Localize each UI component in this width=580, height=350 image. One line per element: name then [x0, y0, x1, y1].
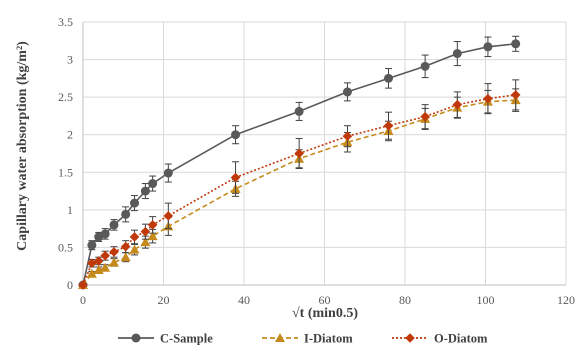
y-tick-label: 3.5 — [58, 15, 73, 29]
legend-entry: O-Diatom — [392, 332, 488, 346]
legend-entry: C-Sample — [118, 332, 213, 346]
data-point — [93, 264, 104, 274]
data-point — [483, 42, 493, 52]
x-axis-title: √t (min0.5) — [292, 306, 358, 321]
y-tick-labels: 0 0.5 1 1.5 2 2.5 3 3.5 — [58, 15, 73, 292]
data-point — [121, 209, 131, 219]
data-point — [342, 131, 353, 142]
data-point — [131, 333, 141, 343]
data-point — [230, 172, 241, 183]
data-point — [86, 268, 97, 278]
x-tick-label: 80 — [399, 293, 411, 307]
y-tick-label: 1.5 — [58, 165, 73, 179]
data-point — [109, 220, 119, 230]
x-tick-labels: 0 20 40 60 80 100 120 — [80, 293, 575, 307]
data-point — [100, 229, 110, 239]
data-point — [87, 240, 97, 250]
legend: C-Sample I-Diatom O-Diatom — [118, 332, 488, 346]
data-point — [452, 99, 463, 110]
data-point — [420, 111, 430, 122]
data-point — [109, 247, 119, 257]
data-point — [140, 186, 150, 196]
x-tick-label: 40 — [238, 293, 250, 307]
legend-label: O-Diatom — [434, 332, 488, 346]
data-point — [100, 250, 110, 261]
y-tick-label: 2 — [67, 128, 73, 142]
x-tick-label: 100 — [477, 293, 495, 307]
data-point — [511, 39, 521, 49]
data-point — [231, 130, 241, 140]
data-point — [510, 90, 521, 100]
data-point — [163, 211, 174, 221]
plot-area — [78, 35, 521, 290]
data-point — [383, 73, 393, 83]
data-point — [130, 198, 140, 208]
x-tick-label: 0 — [80, 293, 86, 307]
data-point — [129, 232, 140, 242]
y-axis-title: Capillary water absorption (kg/m²) — [15, 41, 30, 251]
legend-entry: I-Diatom — [262, 332, 353, 346]
y-tick-label: 0.5 — [58, 240, 73, 254]
y-tick-label: 2.5 — [58, 90, 73, 104]
y-tick-label: 0 — [67, 278, 73, 292]
data-point — [108, 257, 119, 267]
data-point — [147, 231, 158, 241]
series-o-diatom — [78, 79, 521, 290]
data-point — [420, 61, 430, 71]
data-point — [452, 49, 462, 59]
data-point — [140, 237, 151, 247]
data-point — [93, 256, 104, 266]
data-point — [275, 333, 285, 342]
axes — [82, 22, 566, 286]
y-tick-label: 3 — [67, 53, 73, 67]
x-tick-label: 120 — [557, 293, 575, 307]
data-point — [78, 280, 88, 290]
data-point — [129, 244, 140, 254]
data-point — [294, 106, 304, 116]
y-tick-label: 1 — [67, 203, 73, 217]
data-point — [120, 252, 131, 262]
x-tick-label: 60 — [319, 293, 331, 307]
legend-label: I-Diatom — [304, 332, 353, 346]
data-point — [294, 148, 304, 159]
data-point — [405, 333, 415, 343]
data-point — [148, 179, 158, 189]
data-point — [383, 120, 394, 131]
data-point — [100, 262, 111, 272]
data-point — [483, 93, 493, 104]
data-point — [147, 220, 158, 230]
data-point — [140, 226, 151, 237]
legend-label: C-Sample — [160, 332, 213, 346]
data-point — [120, 241, 131, 252]
data-point — [342, 87, 352, 97]
data-point — [163, 168, 173, 178]
x-tick-label: 20 — [158, 293, 170, 307]
